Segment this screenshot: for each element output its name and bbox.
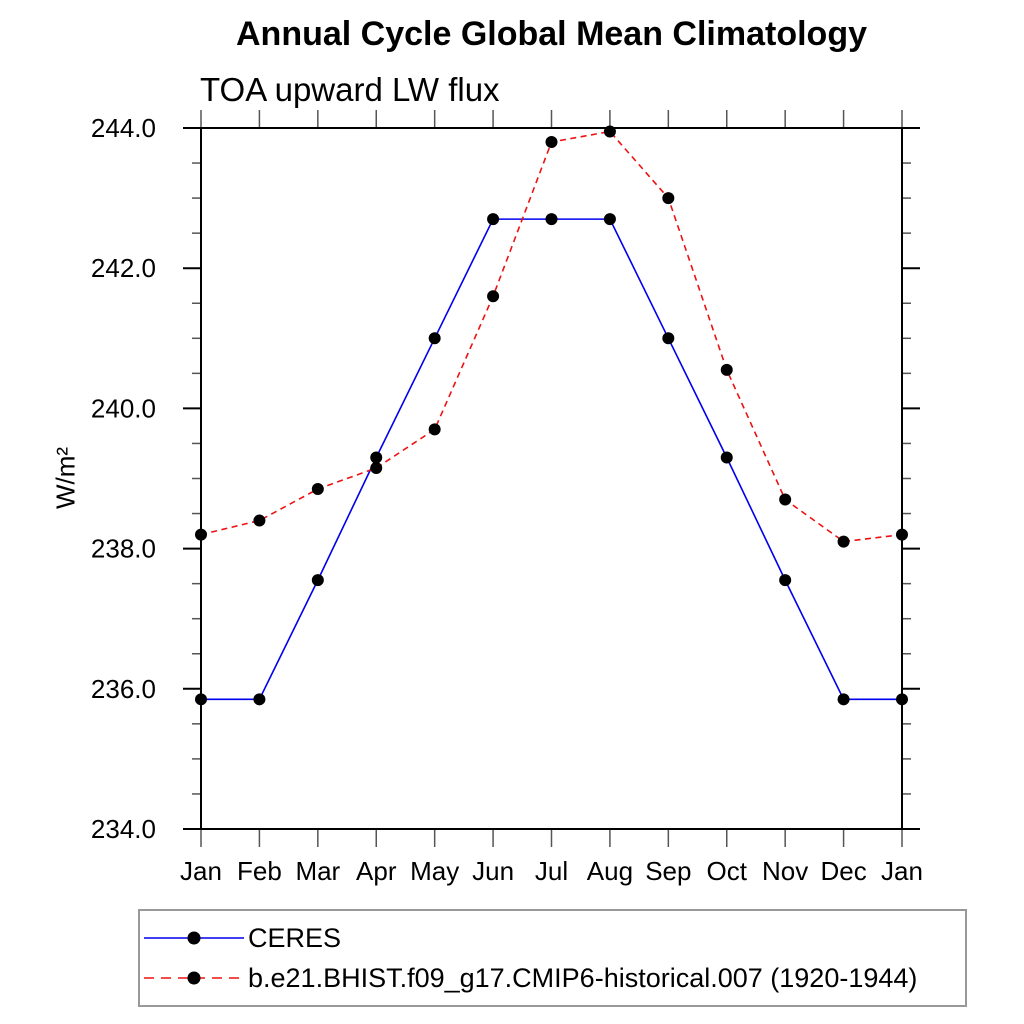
- data-point: [545, 213, 558, 226]
- y-axis-tick-label: 234.0: [91, 814, 156, 844]
- series-line-0: [201, 218, 902, 701]
- data-point: [370, 451, 383, 464]
- x-axis-tick-label: Jun: [472, 856, 514, 886]
- y-axis-tick-label: 244.0: [91, 113, 156, 143]
- data-point: [311, 483, 324, 496]
- chart-subtitle: TOA upward LW flux: [200, 71, 500, 108]
- data-point: [896, 693, 908, 706]
- data-point: [837, 693, 850, 706]
- data-point: [837, 535, 850, 548]
- x-axis-tick-label: Sep: [645, 856, 691, 886]
- legend-label: CERES: [248, 923, 342, 953]
- data-point: [545, 136, 558, 149]
- legend-marker: [187, 931, 201, 945]
- legend-label: b.e21.BHIST.f09_g17.CMIP6-historical.007…: [248, 963, 918, 993]
- chart-title: Annual Cycle Global Mean Climatology: [236, 15, 867, 53]
- data-point: [662, 192, 675, 205]
- y-axis-tick-label: 240.0: [91, 393, 156, 423]
- y-axis-tick-label: 238.0: [91, 534, 156, 564]
- x-axis-tick-label: Aug: [587, 856, 633, 886]
- data-point: [195, 528, 207, 541]
- data-point: [370, 461, 383, 474]
- x-axis-tick-label: Jan: [881, 856, 923, 886]
- data-point: [428, 423, 441, 436]
- data-point: [720, 451, 733, 464]
- legend-line-sample: [144, 971, 244, 985]
- data-point: [720, 363, 733, 376]
- data-point: [779, 493, 792, 506]
- legend: CERES b.e21.BHIST.f09_g17.CMIP6-historica…: [138, 909, 967, 1007]
- x-axis-tick-label: Jan: [180, 856, 222, 886]
- data-point: [487, 290, 500, 303]
- data-point: [603, 125, 616, 138]
- legend-item-1: b.e21.BHIST.f09_g17.CMIP6-historical.007…: [142, 958, 965, 998]
- data-point: [311, 574, 324, 587]
- x-axis-tick-label: Apr: [356, 856, 397, 886]
- data-point: [487, 213, 500, 226]
- x-axis-tick-label: Dec: [820, 856, 866, 886]
- x-axis-tick-label: May: [410, 856, 459, 886]
- data-point: [195, 693, 207, 706]
- data-point: [896, 528, 908, 541]
- series-line-1: [200, 130, 903, 543]
- x-axis-tick-label: Nov: [762, 856, 808, 886]
- data-point: [428, 332, 441, 345]
- data-point: [253, 514, 266, 527]
- legend-item-0: CERES: [142, 918, 965, 958]
- x-axis-tick-label: Mar: [295, 856, 340, 886]
- legend-line-sample: [144, 931, 244, 945]
- legend-marker: [187, 971, 201, 985]
- data-point: [603, 213, 616, 226]
- data-point: [253, 693, 266, 706]
- data-point: [779, 574, 792, 587]
- plot-frame: [200, 127, 903, 830]
- x-axis-tick-label: Feb: [237, 856, 282, 886]
- x-axis-tick-label: Jul: [535, 856, 568, 886]
- y-axis-tick-label: 242.0: [91, 253, 156, 283]
- data-point: [662, 332, 675, 345]
- x-axis-tick-label: Oct: [707, 856, 748, 886]
- y-axis-tick-label: 236.0: [91, 674, 156, 704]
